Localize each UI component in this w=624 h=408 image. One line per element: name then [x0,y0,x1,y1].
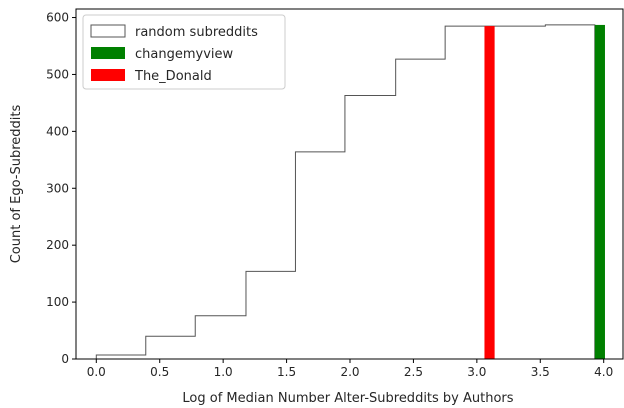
y-tick-label: 500 [46,67,69,81]
legend-label: The_Donald [134,69,212,84]
legend-swatch [90,24,126,38]
legend-swatch [91,69,125,81]
x-tick-label: 1.5 [277,365,296,379]
y-axis-label: Count of Ego-Subreddits [9,105,24,264]
legend-swatch [91,47,125,59]
x-tick-label: 2.5 [404,365,423,379]
y-tick-label: 100 [46,295,69,309]
y-tick-label: 600 [46,11,69,25]
x-axis: 0.0 0.5 1.0 1.5 2.0 2.5 3.0 3.5 4.0 [87,359,613,379]
y-axis: 0 100 200 300 400 500 600 [46,11,76,366]
plot-area [95,24,605,359]
bar-changemyview [594,24,605,359]
legend-label: changemyview [135,47,234,62]
y-tick-label: 200 [46,238,69,252]
legend-box [82,14,286,90]
x-tick-label: 3.0 [467,365,486,379]
x-tick-label: 2.0 [340,365,359,379]
legend-label: random subreddits [135,25,258,40]
y-tick-label: 400 [46,124,69,138]
y-tick-label: 0 [61,352,69,366]
bar-the-donald [484,26,495,359]
x-axis-label: Log of Median Number Alter-Subreddits by… [182,391,513,406]
series-random-subreddits-step [95,24,596,359]
x-tick-label: 3.5 [531,365,550,379]
x-tick-label: 0.5 [150,365,169,379]
legend: random subreddits changemyview The_Donald [82,14,286,90]
y-tick-label: 300 [46,181,69,195]
x-tick-label: 4.0 [594,365,613,379]
x-tick-label: 0.0 [87,365,106,379]
x-tick-label: 1.0 [214,365,233,379]
